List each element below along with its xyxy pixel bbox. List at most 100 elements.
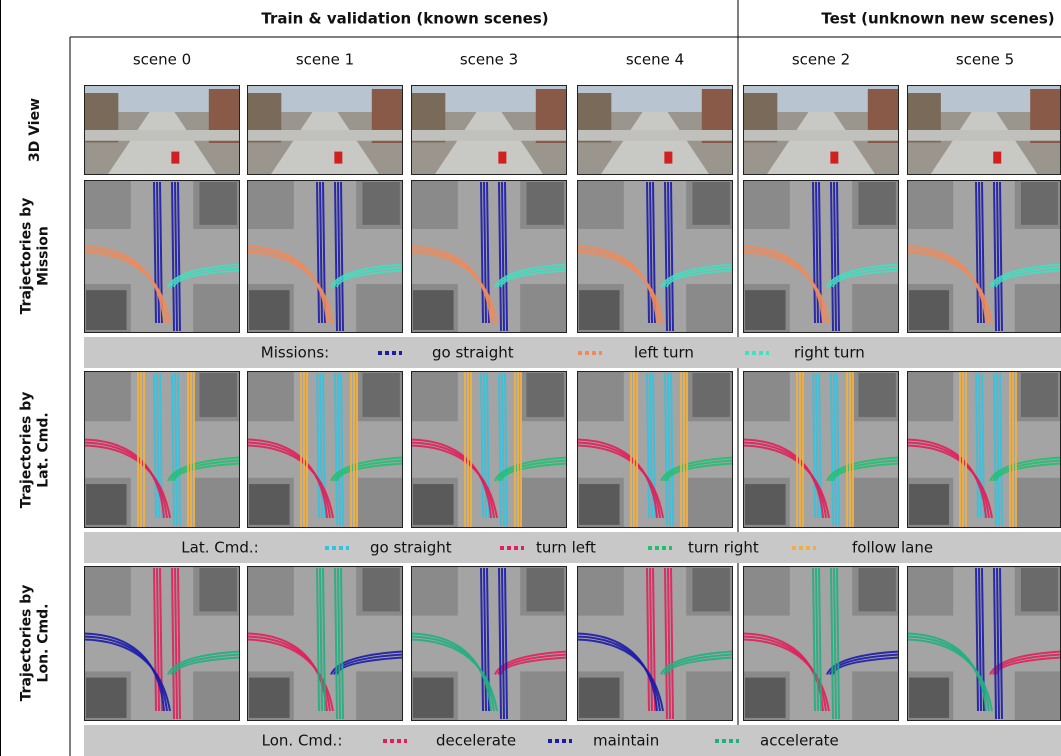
cross-road [247,130,403,141]
image-cell [411,85,567,175]
block [909,290,949,330]
block [858,182,895,225]
car [993,152,1001,164]
block [1021,373,1058,417]
block [86,484,127,525]
row-label: Trajectories by [19,392,35,509]
block [745,290,786,330]
block [249,290,290,330]
legend-label: turn left [536,539,596,557]
block [413,290,454,330]
block [362,182,399,225]
image-cell [743,371,899,528]
image-cell [247,371,403,528]
image-cell [577,85,733,175]
image-cell [743,85,899,175]
scene-label: scene 3 [460,51,518,69]
image-cell [743,566,899,721]
block [745,678,786,718]
block [362,373,399,417]
cross-road [411,130,567,141]
block [579,678,620,718]
legend-title: Lon. Cmd.: [262,732,343,750]
legend-label: go straight [370,539,452,557]
image-cell [907,180,1061,333]
image-cell [84,371,240,528]
image-cell [247,85,403,175]
block [1021,182,1058,225]
block [199,182,236,225]
block [858,373,895,417]
image-cell [247,180,403,333]
block [526,373,563,417]
legend-label: go straight [432,344,514,362]
image-cell [84,85,240,175]
block [413,678,454,718]
legend-label: turn right [688,539,759,557]
image-cell [411,566,567,721]
cross-road [84,130,240,141]
car [498,152,506,164]
scene-label: scene 5 [956,51,1014,69]
block [579,290,620,330]
block [249,678,290,718]
block [579,484,620,525]
legend-bar [84,337,1061,368]
legend-label: maintain [593,732,659,750]
scene-label: scene 4 [626,51,684,69]
image-cell [84,566,240,721]
block [86,290,127,330]
block [199,373,236,417]
block [362,568,399,611]
block [1021,568,1058,611]
group-title: Test (unknown new scenes) [821,10,1054,28]
block [909,484,949,525]
car [171,152,179,164]
cross-road [743,130,899,141]
group-title: Train & validation (known scenes) [261,10,548,28]
cross-road [907,130,1061,141]
legend-label: decelerate [436,732,516,750]
legend-label: right turn [794,344,865,362]
scene-label: scene 0 [133,51,191,69]
image-cell [907,371,1061,528]
cross-road [577,130,733,141]
image-cell [743,180,899,333]
image-cell [577,371,733,528]
image-cell [411,371,567,528]
row-label: Mission [36,226,52,286]
block [86,678,127,718]
block [199,568,236,611]
block [413,484,454,525]
legend-label: follow lane [852,539,933,557]
scene-label: scene 2 [792,51,850,69]
block [858,568,895,611]
row-label: Trajectories by [19,198,35,315]
car [334,152,342,164]
row-label: Lat. Cmd. [36,412,52,487]
scene-label: scene 1 [296,51,354,69]
row-label: Trajectories by [19,585,35,702]
block [909,678,949,718]
block [692,182,729,225]
legend-label: accelerate [760,732,839,750]
image-cell [907,566,1061,721]
block [249,484,290,525]
car [830,152,838,164]
image-cell [247,566,403,721]
image-cell [84,180,240,333]
row-label: 3D View [27,98,43,162]
block [526,568,563,611]
image-cell [907,85,1061,175]
block [692,373,729,417]
row-label: Lon. Cmd. [36,604,52,683]
block [526,182,563,225]
legend-bar [84,725,1061,756]
car [664,152,672,164]
image-cell [411,180,567,333]
block [692,568,729,611]
legend-title: Lat. Cmd.: [181,539,258,557]
image-cell [577,566,733,721]
legend-label: left turn [634,344,694,362]
image-cell [577,180,733,333]
